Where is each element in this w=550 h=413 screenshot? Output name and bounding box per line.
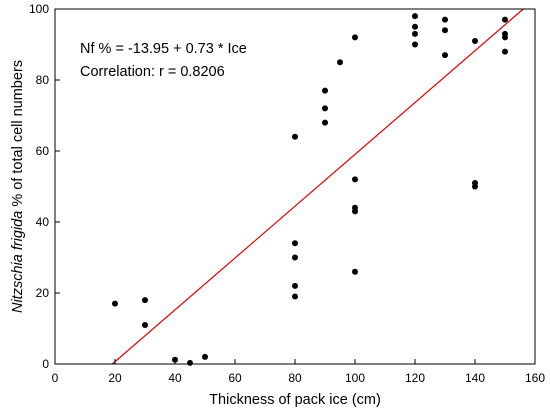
x-tick-label: 20 [108, 371, 122, 385]
data-point [412, 41, 418, 48]
data-point [322, 119, 328, 126]
data-point [292, 240, 298, 247]
y-axis-title-rest: % of total cell numbers [10, 60, 26, 211]
regression-line [111, 8, 524, 365]
data-point [322, 87, 328, 94]
y-axis-title-species: Nitzschia frigida [10, 211, 26, 313]
x-tick-label: 100 [345, 371, 365, 385]
x-tick-label: 0 [52, 371, 59, 385]
y-tick-label: 60 [36, 144, 50, 158]
data-point [337, 59, 343, 66]
x-tick-label: 60 [228, 371, 242, 385]
data-point [442, 27, 448, 34]
data-point [352, 34, 358, 41]
data-point [202, 353, 208, 360]
data-point [292, 282, 298, 289]
data-point [502, 34, 508, 41]
y-tick-label: 0 [42, 357, 49, 371]
y-axis-title: Nitzschia frigida % of total cell number… [10, 60, 26, 313]
x-tick-label: 40 [168, 371, 182, 385]
data-point [472, 183, 478, 190]
y-tick-label: 20 [36, 286, 50, 300]
equation-annotation: Nf % = -13.95 + 0.73 * Ice [80, 41, 247, 57]
x-tick-label: 80 [288, 371, 302, 385]
data-point [412, 23, 418, 30]
data-point [352, 268, 358, 275]
y-tick-label: 40 [36, 215, 50, 229]
correlation-annotation: Correlation: r = 0.8206 [80, 64, 225, 80]
data-point [412, 30, 418, 37]
data-point [502, 48, 508, 55]
data-point [142, 321, 148, 328]
y-tick-label: 100 [29, 2, 49, 16]
data-point [322, 105, 328, 112]
x-axis-title: Thickness of pack ice (cm) [209, 392, 381, 408]
x-tick-label: 160 [525, 371, 545, 385]
data-point [352, 208, 358, 215]
data-point [112, 300, 118, 307]
data-point [187, 359, 193, 366]
y-tick-label: 80 [36, 73, 50, 87]
data-point [472, 37, 478, 44]
data-point [412, 13, 418, 20]
x-tick-label: 140 [465, 371, 485, 385]
data-point [442, 52, 448, 59]
data-point [352, 176, 358, 183]
data-point [442, 16, 448, 23]
data-point [502, 16, 508, 23]
data-point [292, 254, 298, 261]
data-point [292, 133, 298, 140]
data-point [142, 297, 148, 304]
plot-frame [54, 8, 536, 365]
data-point [292, 293, 298, 300]
x-tick-label: 120 [405, 371, 425, 385]
